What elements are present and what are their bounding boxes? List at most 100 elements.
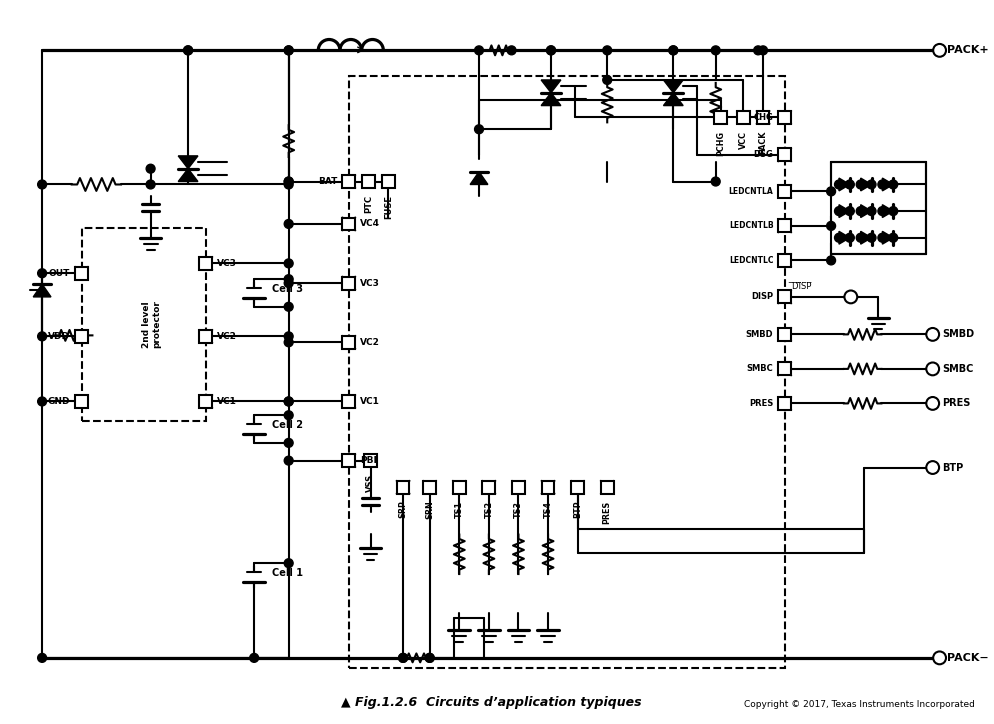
- Circle shape: [602, 46, 611, 55]
- Circle shape: [856, 233, 864, 242]
- Text: VC1: VC1: [360, 397, 380, 406]
- Bar: [364, 454, 377, 467]
- Circle shape: [284, 219, 293, 228]
- Polygon shape: [663, 80, 683, 93]
- Circle shape: [546, 46, 555, 55]
- Circle shape: [925, 397, 938, 410]
- Bar: [342, 175, 355, 188]
- Bar: [199, 330, 212, 342]
- Bar: [482, 481, 495, 494]
- Text: VC3: VC3: [360, 279, 380, 287]
- Bar: [199, 257, 212, 270]
- Text: Cell 1: Cell 1: [271, 568, 302, 578]
- Circle shape: [284, 456, 293, 465]
- Bar: [512, 481, 525, 494]
- Text: TS3: TS3: [514, 500, 523, 518]
- Text: BAT: BAT: [318, 177, 337, 186]
- Bar: [342, 336, 355, 349]
- Text: GND: GND: [48, 397, 71, 406]
- Bar: [830, 161, 924, 253]
- Circle shape: [757, 46, 766, 55]
- Circle shape: [38, 180, 47, 189]
- Text: VCC: VCC: [739, 131, 747, 148]
- Text: VSS: VSS: [366, 474, 375, 492]
- Circle shape: [146, 180, 155, 189]
- Text: Cell 3: Cell 3: [271, 284, 302, 294]
- Bar: [777, 363, 790, 375]
- Circle shape: [399, 654, 408, 662]
- Circle shape: [284, 338, 293, 347]
- Bar: [349, 76, 784, 668]
- Bar: [452, 481, 465, 494]
- Circle shape: [888, 206, 897, 216]
- Bar: [76, 395, 87, 408]
- Circle shape: [845, 233, 854, 242]
- Circle shape: [399, 654, 408, 662]
- Bar: [777, 148, 790, 161]
- Circle shape: [249, 654, 258, 662]
- Text: OUT: OUT: [49, 269, 71, 278]
- Circle shape: [284, 274, 293, 284]
- Text: BTP: BTP: [573, 500, 581, 518]
- Text: PCHG: PCHG: [716, 131, 725, 156]
- Circle shape: [284, 439, 293, 447]
- Text: PACK: PACK: [757, 131, 766, 154]
- Circle shape: [424, 654, 433, 662]
- Circle shape: [888, 233, 897, 242]
- Text: VC2: VC2: [360, 338, 380, 347]
- Bar: [777, 185, 790, 198]
- Text: DISP: DISP: [750, 292, 772, 301]
- Text: VDD: VDD: [48, 332, 71, 341]
- Circle shape: [925, 363, 938, 375]
- Circle shape: [752, 46, 761, 55]
- Polygon shape: [541, 93, 561, 106]
- Circle shape: [866, 206, 875, 216]
- Circle shape: [284, 46, 293, 55]
- Text: PRES: PRES: [748, 399, 772, 408]
- Bar: [777, 328, 790, 341]
- Text: LEDCNTLC: LEDCNTLC: [729, 256, 772, 265]
- Bar: [199, 395, 212, 408]
- Text: 2nd level
protector: 2nd level protector: [142, 300, 161, 348]
- Circle shape: [284, 177, 293, 186]
- Circle shape: [834, 233, 843, 242]
- Text: TS1: TS1: [454, 500, 463, 518]
- Circle shape: [826, 187, 835, 195]
- Circle shape: [424, 654, 433, 662]
- Bar: [342, 277, 355, 290]
- Polygon shape: [860, 205, 871, 217]
- Circle shape: [877, 233, 886, 242]
- Text: PTC: PTC: [364, 195, 373, 213]
- Text: ̅D̅I̅S̅P̅: ̅D̅I̅S̅P̅: [791, 282, 811, 292]
- Circle shape: [284, 177, 293, 186]
- Circle shape: [284, 180, 293, 189]
- Circle shape: [856, 206, 864, 216]
- Circle shape: [284, 397, 293, 406]
- Circle shape: [888, 180, 897, 189]
- Text: SMBD: SMBD: [941, 329, 974, 340]
- Text: VC3: VC3: [217, 259, 237, 268]
- Polygon shape: [882, 178, 893, 191]
- Bar: [714, 111, 727, 124]
- Circle shape: [844, 290, 857, 303]
- Text: LEDCNTLB: LEDCNTLB: [728, 222, 772, 230]
- Text: LEDCNTLA: LEDCNTLA: [728, 187, 772, 196]
- Bar: [342, 454, 355, 467]
- Polygon shape: [882, 232, 893, 244]
- Text: Cell 2: Cell 2: [271, 420, 302, 430]
- Circle shape: [146, 164, 155, 173]
- Polygon shape: [178, 156, 198, 169]
- Circle shape: [866, 180, 875, 189]
- Text: PRES: PRES: [602, 500, 611, 524]
- Circle shape: [925, 328, 938, 341]
- Circle shape: [284, 332, 293, 341]
- Text: BTP: BTP: [941, 463, 963, 473]
- Text: Copyright © 2017, Texas Instruments Incorporated: Copyright © 2017, Texas Instruments Inco…: [744, 700, 974, 709]
- Polygon shape: [33, 284, 51, 297]
- Text: PACK+: PACK+: [946, 46, 988, 55]
- Text: SRP: SRP: [399, 500, 408, 518]
- Polygon shape: [838, 232, 849, 244]
- Text: PACK−: PACK−: [946, 653, 988, 663]
- Circle shape: [932, 44, 945, 56]
- Circle shape: [474, 125, 483, 134]
